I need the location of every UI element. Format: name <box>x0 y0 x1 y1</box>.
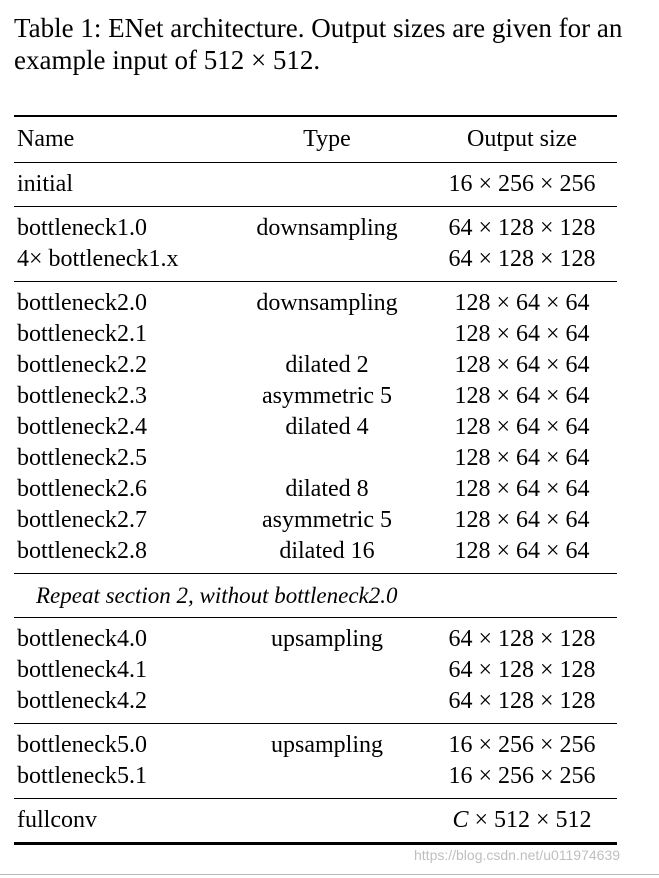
table-row: bottleneck2.7 asymmetric 5 128 × 64 × 64 <box>14 505 617 536</box>
cell-output: 16 × 256 × 256 <box>448 763 596 789</box>
cell-type: dilated 16 <box>279 538 375 564</box>
header-type: Type <box>303 125 351 152</box>
cell-name: bottleneck4.0 <box>17 626 147 652</box>
table-row: bottleneck2.5 128 × 64 × 64 <box>14 443 617 474</box>
cell-name: bottleneck2.3 <box>17 383 147 409</box>
section-rule <box>14 206 617 207</box>
cell-name: bottleneck2.2 <box>17 352 147 378</box>
cell-type: dilated 8 <box>285 476 369 502</box>
cell-name: bottleneck5.0 <box>17 732 147 758</box>
table-section: bottleneck4.0 upsampling 64 × 128 × 128 bot… <box>14 618 617 723</box>
cell-name: 4× bottleneck1.x <box>17 246 179 272</box>
table-section: bottleneck5.0 upsampling 16 × 256 × 256 bot… <box>14 724 617 798</box>
cell-type: upsampling <box>271 732 383 758</box>
table-row: 4× bottleneck1.x 64 × 128 × 128 <box>14 244 617 275</box>
cell-type: dilated 4 <box>285 414 369 440</box>
cell-name: bottleneck4.2 <box>17 688 147 714</box>
table-row: bottleneck2.2 dilated 2 128 × 64 × 64 <box>14 350 617 381</box>
section-rule <box>14 573 617 574</box>
cell-name: fullconv <box>17 807 97 833</box>
table-caption: Table 1: ENet architecture. Output sizes… <box>14 13 623 75</box>
cell-output: 16 × 256 × 256 <box>448 171 596 197</box>
cell-output: 64 × 128 × 128 <box>448 246 596 272</box>
cell-name: bottleneck2.8 <box>17 538 147 564</box>
cell-name: initial <box>17 171 73 197</box>
cell-output: 64 × 128 × 128 <box>448 626 596 652</box>
cell-type: asymmetric 5 <box>262 383 392 409</box>
watermark: https://blog.csdn.net/u011974639 <box>414 847 621 863</box>
table-section: bottleneck2.0 downsampling 128 × 64 × 64 bo… <box>14 282 617 573</box>
table-row: bottleneck2.1 128 × 64 × 64 <box>14 319 617 350</box>
cell-output: 64 × 128 × 128 <box>448 688 596 714</box>
section-rule <box>14 723 617 724</box>
cell-type: asymmetric 5 <box>262 507 392 533</box>
table-row: bottleneck4.0 upsampling 64 × 128 × 128 <box>14 624 617 655</box>
cell-name: bottleneck2.7 <box>17 507 147 533</box>
cell-output: 128 × 64 × 64 <box>454 445 590 471</box>
cell-output: 128 × 64 × 64 <box>454 538 590 564</box>
cell-output: C × 512 × 512 <box>452 807 592 833</box>
table-row: bottleneck2.8 dilated 16 128 × 64 × 64 <box>14 536 617 567</box>
cell-name: bottleneck2.1 <box>17 321 147 347</box>
table-row: initial 16 × 256 × 256 <box>14 169 617 200</box>
cell-output: 64 × 128 × 128 <box>448 657 596 683</box>
page-divider <box>0 874 659 875</box>
section-rule <box>14 162 617 163</box>
table-row: bottleneck2.3 asymmetric 5 128 × 64 × 64 <box>14 381 617 412</box>
cell-output: 16 × 256 × 256 <box>448 732 596 758</box>
cell-type: downsampling <box>256 215 398 241</box>
cell-name: bottleneck4.1 <box>17 657 147 683</box>
table-row: bottleneck1.0 downsampling 64 × 128 × 128 <box>14 213 617 244</box>
cell-name: bottleneck2.0 <box>17 290 147 316</box>
header-output: Output size <box>467 125 577 152</box>
table-section: bottleneck1.0 downsampling 64 × 128 × 128 4… <box>14 207 617 281</box>
cell-type: dilated 2 <box>285 352 369 378</box>
table-body: initial 16 × 256 × 256 bottleneck1.0 downsa… <box>14 162 617 842</box>
bottom-rule <box>14 842 617 845</box>
table-row: bottleneck2.4 dilated 4 128 × 64 × 64 <box>14 412 617 443</box>
table-row: bottleneck2.0 downsampling 128 × 64 × 64 <box>14 288 617 319</box>
cell-name: bottleneck2.4 <box>17 414 147 440</box>
cell-output: 128 × 64 × 64 <box>454 383 590 409</box>
cell-name: bottleneck1.0 <box>17 215 147 241</box>
section-rule <box>14 798 617 799</box>
table-row: bottleneck5.1 16 × 256 × 256 <box>14 761 617 792</box>
table-section: initial 16 × 256 × 256 <box>14 163 617 206</box>
table-section: fullconv C × 512 × 512 <box>14 799 617 842</box>
cell-type: downsampling <box>256 290 398 316</box>
cell-output: 128 × 64 × 64 <box>454 290 590 316</box>
cell-output: 128 × 64 × 64 <box>454 321 590 347</box>
table-header: Name Type Output size <box>14 117 617 162</box>
cell-output: 128 × 64 × 64 <box>454 507 590 533</box>
section-rule <box>14 281 617 282</box>
cell-name: bottleneck2.5 <box>17 445 147 471</box>
section-rule <box>14 617 617 618</box>
cell-output: 128 × 64 × 64 <box>454 476 590 502</box>
cell-type: upsampling <box>271 626 383 652</box>
cell-name: bottleneck5.1 <box>17 763 147 789</box>
cell-name: bottleneck2.6 <box>17 476 147 502</box>
table-section: Repeat section 2, without bottleneck2.0 <box>14 574 617 617</box>
cell-output: 128 × 64 × 64 <box>454 352 590 378</box>
table-row: bottleneck4.1 64 × 128 × 128 <box>14 655 617 686</box>
architecture-table: Name Type Output size initial 16 × 256 × … <box>14 115 617 845</box>
table-row: bottleneck4.2 64 × 128 × 128 <box>14 686 617 717</box>
table-row: fullconv C × 512 × 512 <box>14 805 617 836</box>
section-note: Repeat section 2, without bottleneck2.0 <box>36 582 398 608</box>
cell-output: 128 × 64 × 64 <box>454 414 590 440</box>
table-row: bottleneck5.0 upsampling 16 × 256 × 256 <box>14 730 617 761</box>
table-row: bottleneck2.6 dilated 8 128 × 64 × 64 <box>14 474 617 505</box>
header-name: Name <box>17 125 75 152</box>
top-rule <box>14 115 617 117</box>
cell-output: 64 × 128 × 128 <box>448 215 596 241</box>
